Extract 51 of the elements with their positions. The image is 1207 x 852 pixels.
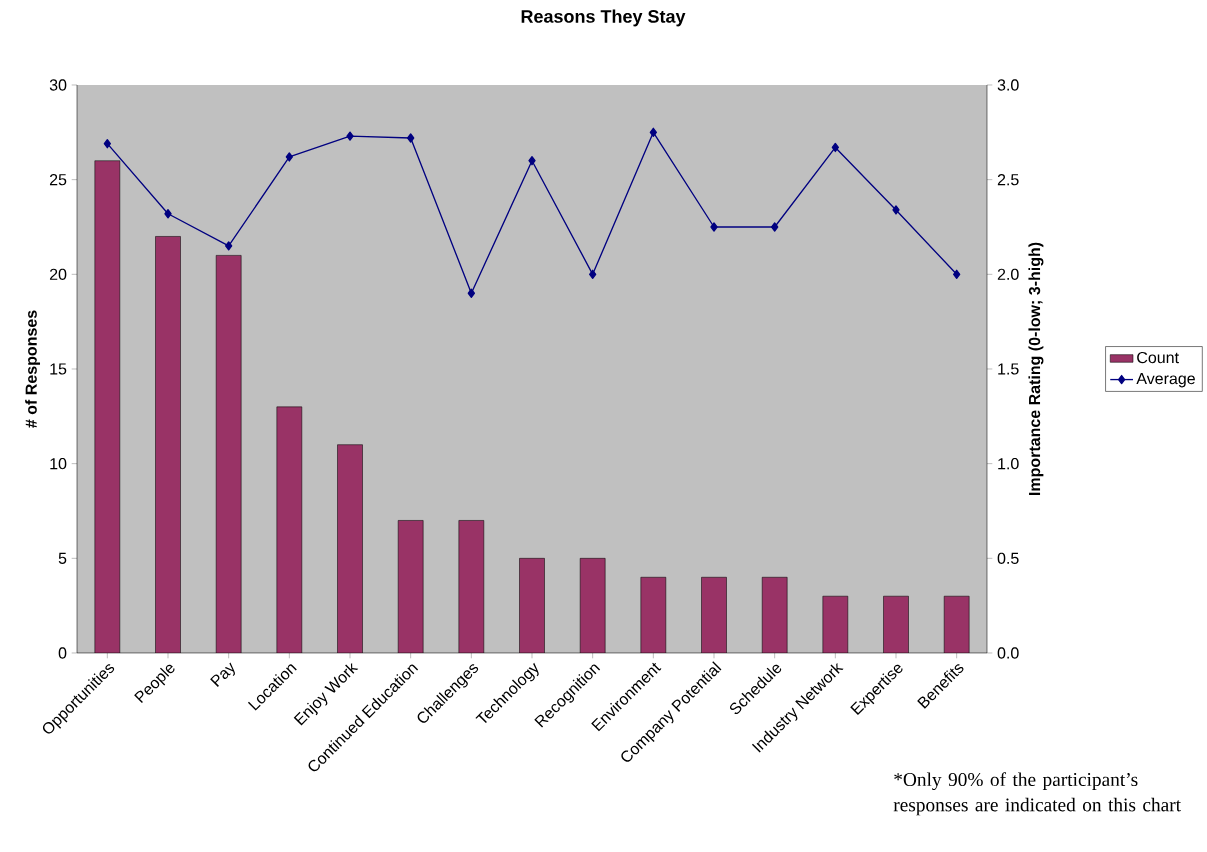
y-tick-label: 25 xyxy=(49,173,67,186)
y-tick-label: 10 xyxy=(50,457,67,470)
x-tick-label: Pay xyxy=(210,662,235,687)
chart-title: Reasons They Stay xyxy=(521,9,686,27)
y2-tick-label: 2.5 xyxy=(997,173,1019,186)
bar xyxy=(943,595,970,653)
point xyxy=(285,152,294,162)
y2-tick-label: 3.0 xyxy=(997,79,1019,91)
bar xyxy=(762,577,788,653)
y-tick-label: 20 xyxy=(49,268,67,280)
point xyxy=(528,156,536,166)
point xyxy=(953,269,961,279)
point xyxy=(892,205,900,215)
y2-tick-label: 0.0 xyxy=(997,647,1019,659)
bar xyxy=(640,577,666,653)
legend-label: Average xyxy=(1136,373,1195,388)
bar xyxy=(822,596,848,653)
y-tick-label: 30 xyxy=(49,79,67,91)
point xyxy=(771,222,779,232)
bar xyxy=(701,577,727,653)
legend-label: Count xyxy=(1137,351,1179,364)
y2-tick-label: 1.5 xyxy=(998,363,1019,375)
bar xyxy=(94,160,120,653)
point xyxy=(649,127,658,137)
y2-tick-label: 2.0 xyxy=(997,268,1019,280)
point xyxy=(103,139,112,149)
bar xyxy=(337,444,363,653)
bar xyxy=(519,558,545,653)
point xyxy=(346,131,354,141)
y-tick-label: 5 xyxy=(58,552,67,564)
bar xyxy=(580,558,606,653)
point xyxy=(589,269,597,279)
point xyxy=(225,241,233,251)
bar xyxy=(398,520,424,653)
bar xyxy=(155,236,181,653)
y2-tick-label: 0.5 xyxy=(997,552,1019,564)
y-tick-label: 0 xyxy=(58,647,67,659)
bar xyxy=(458,520,484,653)
y2-tick-label: 1.0 xyxy=(998,457,1019,470)
bar xyxy=(883,596,909,653)
y-axis-title: # of Responses xyxy=(25,310,41,428)
bar xyxy=(276,406,302,653)
point xyxy=(467,288,476,298)
point xyxy=(164,209,172,219)
text: *Only 90% of the participant’s responses are indicated on this chart xyxy=(893,772,1181,816)
point xyxy=(710,222,718,232)
point xyxy=(407,133,415,143)
point xyxy=(831,142,840,153)
y-tick-label: 15 xyxy=(50,363,67,375)
bar xyxy=(216,255,242,653)
y2-axis-title: Importance Rating (0-low; 3-high) xyxy=(1028,242,1044,496)
